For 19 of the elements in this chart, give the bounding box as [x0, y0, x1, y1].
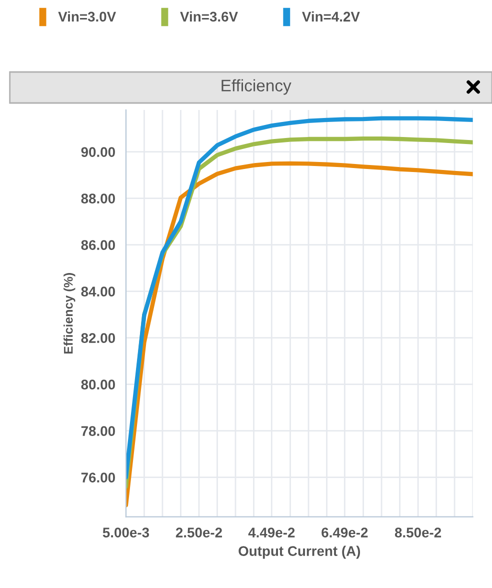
- y-tick-label: 90.00: [81, 147, 115, 157]
- x-tick-label: 8.50e-2: [394, 528, 442, 538]
- y-tick-label: 78.00: [81, 426, 115, 436]
- x-tick-label: 4.49e-2: [248, 528, 295, 538]
- x-tick-label: 6.49e-2: [322, 528, 368, 538]
- x-tick-label: 5.00e-3: [102, 528, 150, 538]
- y-tick-label: 82.00: [81, 333, 115, 343]
- y-tick-label: 84.00: [81, 286, 115, 296]
- chart-title: Efficiency: [222, 79, 292, 95]
- legend-label: Vin=3.0V: [58, 11, 116, 22]
- y-tick-label: 88.00: [81, 194, 115, 204]
- x-tick-label: 2.50e-2: [176, 528, 222, 538]
- y-tick-label: 80.00: [81, 380, 115, 390]
- legend-label: Vin=4.2V: [302, 11, 360, 22]
- x-axis-title: Output Current (A): [238, 546, 360, 559]
- y-axis-title: Efficiency (%): [64, 273, 76, 354]
- legend-label: Vin=3.6V: [180, 11, 238, 22]
- y-tick-label: 86.00: [81, 240, 115, 250]
- y-tick-label: 76.00: [81, 472, 115, 482]
